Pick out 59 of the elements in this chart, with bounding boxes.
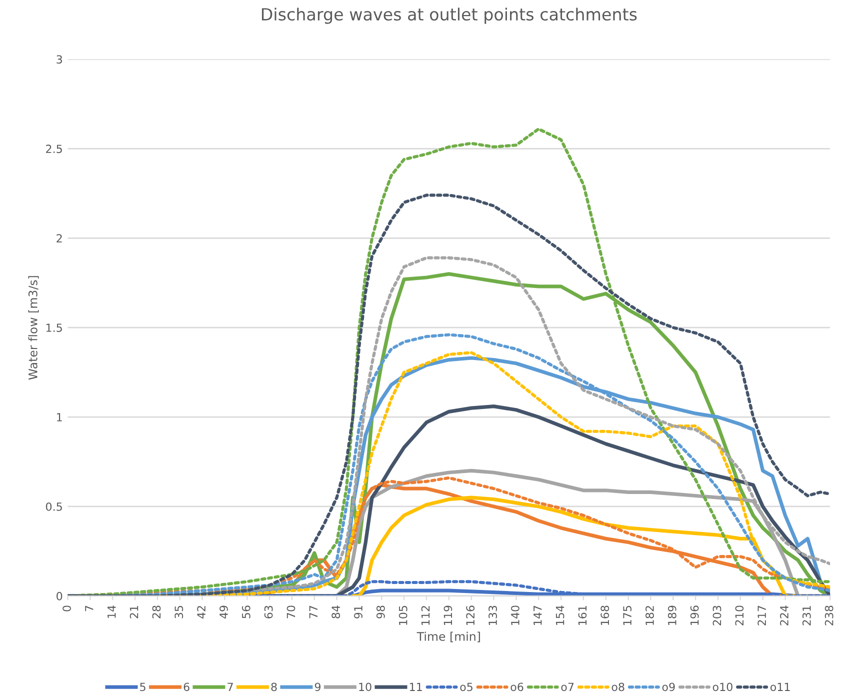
- legend-label: o10: [712, 682, 732, 692]
- legend-label: 7: [228, 682, 233, 691]
- x-tick-label: 168: [600, 606, 610, 625]
- legend-label: 6: [184, 682, 190, 692]
- legend-label: 10: [359, 682, 372, 692]
- x-tick-label: 175: [623, 606, 632, 625]
- x-tick-label: 196: [690, 606, 699, 625]
- x-tick-label: 119: [444, 606, 452, 625]
- legend-label: o7: [561, 682, 574, 692]
- x-tick-label: 91: [354, 606, 362, 618]
- y-tick-label: 3: [56, 55, 62, 64]
- x-tick-label: 0: [62, 606, 71, 612]
- x-tick-label: 203: [712, 606, 722, 626]
- x-tick-label: 154: [556, 606, 564, 625]
- chart-title: Discharge waves at outlet points catchments: [262, 8, 637, 24]
- x-tick-label: 224: [780, 606, 788, 626]
- x-tick-label: 42: [197, 606, 206, 619]
- legend-label: o8: [612, 682, 624, 692]
- legend-label: 11: [410, 682, 422, 691]
- y-axis-title: Water flow [m3/s]: [28, 276, 39, 380]
- y-tick-label: 0: [56, 592, 62, 600]
- x-tick-label: 238: [824, 606, 834, 626]
- x-tick-label: 182: [646, 606, 654, 625]
- legend-label: 5: [140, 682, 146, 692]
- legend-label: 8: [271, 682, 277, 692]
- x-tick-label: 98: [376, 606, 385, 618]
- legend-label: 9: [314, 682, 320, 692]
- y-tick-label: 1: [57, 413, 62, 422]
- x-tick-label: 84: [332, 606, 340, 618]
- x-tick-label: 105: [398, 606, 408, 625]
- x-tick-label: 14: [108, 606, 116, 618]
- x-tick-label: 63: [264, 606, 273, 618]
- x-tick-label: 133: [488, 606, 497, 625]
- x-tick-label: 112: [421, 606, 430, 625]
- x-tick-label: 231: [802, 606, 811, 626]
- x-tick-label: 126: [466, 606, 475, 625]
- x-tick-label: 21: [130, 606, 138, 618]
- x-tick-label: 56: [242, 606, 250, 618]
- y-tick-label: 2: [56, 234, 62, 242]
- x-tick-label: 217: [758, 606, 766, 626]
- x-tick-label: 49: [220, 606, 228, 619]
- x-tick-label: 7: [85, 606, 94, 612]
- x-tick-label: 77: [309, 606, 318, 618]
- y-tick-label: 0.5: [46, 502, 62, 511]
- x-tick-label: 28: [152, 606, 161, 618]
- y-tick-label: 2.5: [46, 144, 62, 154]
- y-tick-label: 1.5: [46, 324, 62, 332]
- x-tick-label: 140: [510, 606, 520, 625]
- x-tick-label: 70: [286, 606, 296, 618]
- legend-label: o9: [662, 682, 675, 692]
- legend-label: o11: [770, 682, 790, 692]
- x-tick-label: 210: [735, 606, 744, 626]
- x-tick-label: 161: [578, 606, 587, 625]
- x-tick-label: 189: [668, 606, 676, 625]
- legend-label: o6: [510, 682, 524, 692]
- legend-label: o5: [460, 682, 472, 692]
- x-tick-label: 35: [174, 606, 184, 618]
- x-axis-title: Time [min]: [416, 632, 480, 642]
- x-tick-label: 147: [534, 606, 542, 625]
